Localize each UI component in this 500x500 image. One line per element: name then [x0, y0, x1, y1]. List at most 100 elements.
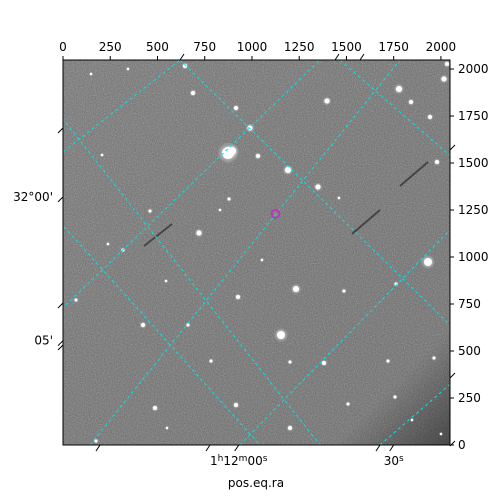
- star: [94, 439, 98, 443]
- star: [218, 208, 222, 212]
- star: [89, 72, 93, 76]
- star: [441, 76, 447, 82]
- star: [234, 403, 238, 407]
- star: [191, 91, 195, 95]
- right-tick-label: 2000: [458, 62, 489, 76]
- ra-tick-label: 1h12m00s: [210, 454, 268, 468]
- dec-tick: [57, 196, 64, 203]
- frame-tick: [57, 302, 64, 309]
- star: [164, 279, 168, 283]
- star: [293, 286, 299, 292]
- star: [393, 395, 397, 399]
- star: [227, 197, 231, 201]
- right-tick-label: 750: [458, 297, 481, 311]
- top-tick-label: 750: [193, 40, 216, 54]
- dec-tick: [57, 340, 64, 347]
- x-axis-label: pos.eq.ra: [228, 476, 284, 490]
- right-tick-label: 1250: [458, 203, 489, 217]
- right-tick-label: 0: [458, 438, 466, 452]
- star: [126, 67, 130, 71]
- grid-line: [10, 40, 40, 60]
- frame-tick: [449, 440, 456, 447]
- top-tick-label: 500: [146, 40, 169, 54]
- star: [100, 153, 104, 157]
- star: [183, 64, 187, 68]
- star: [153, 406, 157, 410]
- frame-tick: [57, 127, 64, 134]
- frame-tick: [449, 372, 456, 379]
- star: [428, 115, 432, 119]
- star: [342, 289, 346, 293]
- star: [141, 323, 145, 327]
- right-tick-label: 250: [458, 391, 481, 405]
- grid-line: [339, 60, 450, 157]
- star: [260, 258, 264, 262]
- frame-tick: [57, 344, 64, 351]
- star: [424, 258, 432, 266]
- star: [196, 230, 202, 236]
- frame-tick: [95, 444, 101, 452]
- star: [228, 147, 236, 155]
- plot-frame: [62, 59, 451, 446]
- top-tick-label: 1250: [284, 40, 315, 54]
- top-pixel-axis: 0 250 500 750 1000 1250 1500 1750 2000: [59, 40, 456, 60]
- star: [256, 154, 260, 158]
- grid-line: [63, 224, 261, 445]
- star: [236, 295, 240, 299]
- top-tick-label: 1500: [331, 40, 362, 54]
- star: [386, 359, 390, 363]
- frame-tick: [334, 53, 340, 61]
- ra-tick: [234, 444, 240, 452]
- star: [288, 360, 292, 364]
- star: [324, 98, 330, 104]
- star: [74, 298, 78, 302]
- ra-axis: 1h12m00s 30s: [210, 444, 404, 468]
- star: [410, 418, 414, 422]
- star: [234, 106, 238, 110]
- frame-tick: [205, 444, 211, 452]
- star: [432, 356, 436, 360]
- ra-tick: [389, 444, 395, 452]
- coordinate-grid: [10, 40, 450, 445]
- grid-line: [179, 60, 450, 326]
- star: [315, 184, 321, 190]
- right-tick-label: 1750: [458, 109, 489, 123]
- star: [322, 361, 326, 365]
- star: [337, 196, 341, 200]
- star: [209, 359, 213, 363]
- target-marker: [270, 209, 281, 219]
- top-tick-label: 0: [59, 40, 67, 54]
- dec-tick-label: 05': [34, 334, 53, 348]
- top-tick-label: 250: [99, 40, 122, 54]
- star: [346, 402, 350, 406]
- grid-line: [379, 383, 450, 445]
- star: [288, 426, 292, 430]
- dec-tick-label: 32°00': [13, 190, 53, 204]
- grid-line: [63, 60, 321, 309]
- frame-tick: [179, 53, 185, 61]
- star: [148, 209, 152, 213]
- frame-tick: [359, 53, 365, 61]
- star: [445, 62, 449, 66]
- star: [106, 242, 110, 246]
- star: [435, 160, 439, 164]
- star: [409, 100, 413, 104]
- satellite-streaks: [143, 161, 429, 247]
- star: [439, 432, 443, 436]
- right-tick-label: 500: [458, 344, 481, 358]
- grid-line: [239, 229, 450, 445]
- star: [165, 426, 169, 430]
- top-tick-label: 1750: [378, 40, 409, 54]
- star: [277, 331, 285, 339]
- dec-axis: 32°00' 05': [13, 53, 456, 452]
- star-field: [73, 60, 450, 444]
- ra-tick-label: 30s: [384, 454, 404, 468]
- right-pixel-axis: 0 250 500 750 1000 1250 1500 1750 2000: [450, 62, 489, 452]
- star: [285, 167, 291, 173]
- right-tick-label: 1000: [458, 250, 489, 264]
- top-tick-label: 2000: [426, 40, 457, 54]
- frame-tick: [449, 144, 456, 151]
- star: [186, 323, 190, 327]
- grid-line: [89, 60, 401, 445]
